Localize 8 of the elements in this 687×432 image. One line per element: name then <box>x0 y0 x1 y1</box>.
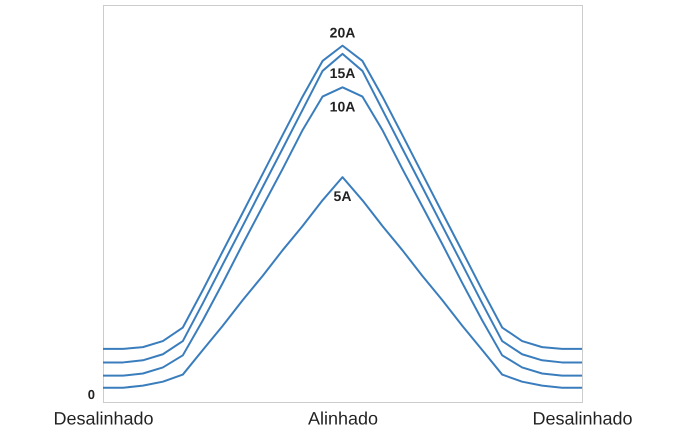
series-label: 5A <box>334 188 352 204</box>
x-tick-label: Alinhado <box>308 408 378 428</box>
text: 0 <box>88 387 95 402</box>
x-tick-label: Desalinhado <box>532 408 633 428</box>
x-tick-label: Desalinhado <box>53 408 154 428</box>
series-label: 15A <box>330 64 356 81</box>
series-label: 20A <box>330 24 356 41</box>
series-label: 10A <box>330 98 356 114</box>
